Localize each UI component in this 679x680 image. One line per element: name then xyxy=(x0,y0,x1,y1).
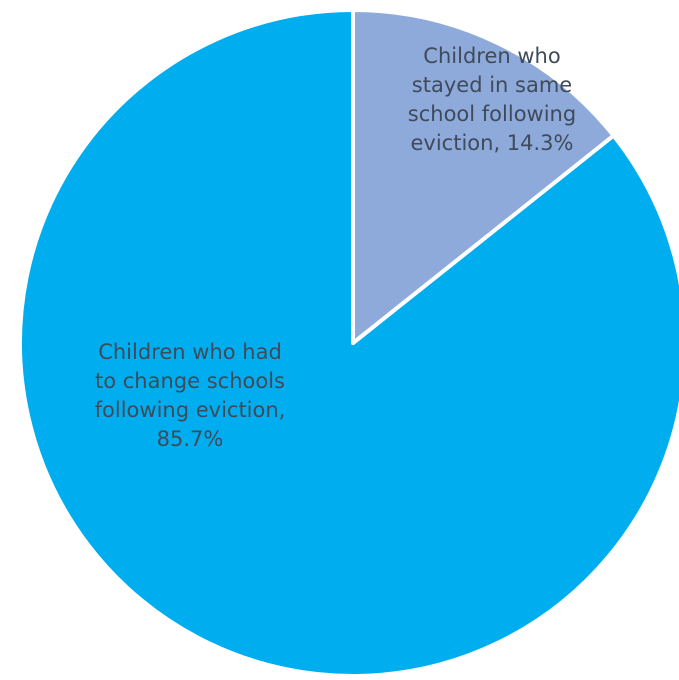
pie-slice-change-schools xyxy=(18,8,679,678)
slice-label-change-schools: Children who had to change schools follo… xyxy=(94,340,286,451)
pie-slice-same-school xyxy=(351,8,616,345)
slice-label-same-school: Children who stayed in same school follo… xyxy=(407,44,577,155)
